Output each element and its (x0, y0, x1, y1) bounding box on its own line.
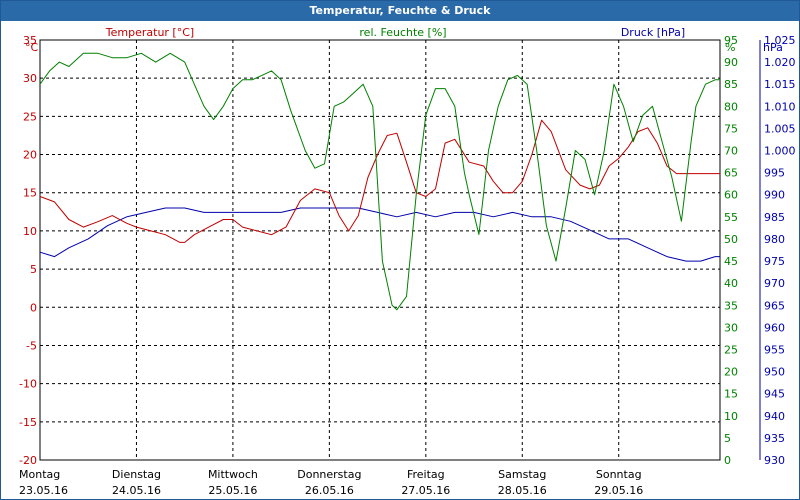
pressure-tick-label: 950 (764, 366, 785, 379)
pressure-tick-label: 970 (764, 277, 785, 290)
humidity-tick-label: 70 (724, 145, 738, 158)
humidity-tick-label: 10 (724, 410, 738, 423)
humidity-tick-label: 30 (724, 321, 738, 334)
temperature-tick-label: 25 (23, 110, 37, 123)
humidity-tick-label: 0 (724, 454, 731, 467)
pressure-tick-label: 1.010 (764, 100, 796, 113)
x-label-day: Sonntag (596, 468, 642, 481)
pressure-tick-label: 930 (764, 454, 785, 467)
x-axis-labels: Montag 23.05.16 Dienstag 24.05.16 Mittwoch 25… (19, 468, 643, 497)
x-label-day: Samstag (498, 468, 546, 481)
pressure-tick-label: 975 (764, 255, 785, 268)
pressure-tick-label: 960 (764, 321, 785, 334)
pressure-tick-label: 985 (764, 211, 785, 224)
humidity-tick-label: 20 (724, 366, 738, 379)
x-label-day: Donnerstag (297, 468, 361, 481)
humidity-tick-label: 80 (724, 100, 738, 113)
humidity-tick-label: 85 (724, 78, 738, 91)
pressure-tick-label: 1.025 (764, 34, 796, 47)
temperature-tick-label: 5 (30, 263, 37, 276)
series-lines (39, 52, 720, 311)
x-label-date: 28.05.16 (498, 484, 547, 497)
temperature-tick-label: -20 (19, 454, 37, 467)
pressure-tick-label: 990 (764, 189, 785, 202)
pressure-tick-label: 1.000 (764, 145, 796, 158)
plot-frame (39, 39, 721, 461)
temperature-tick-label: -15 (19, 416, 37, 429)
humidity-tick-label: 60 (724, 189, 738, 202)
pressure-tick-label: 945 (764, 388, 785, 401)
humidity-tick-label: 75 (724, 122, 738, 135)
humidity-tick-label: 50 (724, 233, 738, 246)
humidity-unit: % (725, 41, 735, 54)
temperature-tick-label: 20 (23, 149, 37, 162)
humidity-tick-label: 90 (724, 56, 738, 69)
humidity-tick-label: 25 (724, 343, 738, 356)
axis-labels: Temperatur [°C] rel. Feuchte [%] Druck [… (25, 26, 783, 54)
pressure-tick-label: 1.005 (764, 122, 796, 135)
humidity-tick-label: 45 (724, 255, 738, 268)
x-label-date: 29.05.16 (594, 484, 643, 497)
pressure-tick-label: 955 (764, 343, 785, 356)
grid (39, 39, 721, 461)
humidity-series-line (39, 52, 720, 311)
pressure-tick-label: 965 (764, 299, 785, 312)
humidity-tick-label: 55 (724, 211, 738, 224)
x-label-date: 25.05.16 (208, 484, 257, 497)
temperature-tick-label: 0 (30, 301, 37, 314)
temperature-series-line (39, 119, 720, 243)
tick-labels: 35302520151050-5-10-15-20959085807570656… (19, 34, 795, 467)
humidity-axis-label: rel. Feuchte [%] (359, 26, 446, 39)
x-label-date: 26.05.16 (305, 484, 354, 497)
pressure-unit: hPa (763, 41, 783, 54)
pressure-tick-label: 935 (764, 432, 785, 445)
humidity-tick-label: 5 (724, 432, 731, 445)
pressure-series-line (39, 207, 720, 262)
humidity-tick-label: 40 (724, 277, 738, 290)
temperature-tick-label: 35 (23, 34, 37, 47)
pressure-tick-label: 995 (764, 167, 785, 180)
temperature-tick-label: -5 (26, 339, 37, 352)
temperature-tick-label: 15 (23, 187, 37, 200)
humidity-tick-label: 95 (724, 34, 738, 47)
temperature-unit: °C (25, 41, 39, 54)
chart-title: Temperatur, Feuchte & Druck (1, 1, 799, 21)
humidity-tick-label: 35 (724, 299, 738, 312)
temperature-tick-label: -10 (19, 378, 37, 391)
x-label-day: Montag (19, 468, 60, 481)
pressure-tick-label: 1.020 (764, 56, 796, 69)
temperature-tick-label: 30 (23, 72, 37, 85)
temperature-tick-label: 10 (23, 225, 37, 238)
pressure-axis-label: Druck [hPa] (621, 26, 685, 39)
x-label-date: 24.05.16 (112, 484, 161, 497)
x-label-day: Mittwoch (208, 468, 258, 481)
pressure-tick-label: 940 (764, 410, 785, 423)
x-label-day: Freitag (407, 468, 445, 481)
x-label-day: Dienstag (112, 468, 161, 481)
pressure-tick-label: 980 (764, 233, 785, 246)
x-label-date: 23.05.16 (19, 484, 68, 497)
x-label-date: 27.05.16 (401, 484, 450, 497)
temperature-axis-label: Temperatur [°C] (105, 26, 194, 39)
humidity-tick-label: 65 (724, 167, 738, 180)
pressure-tick-label: 1.015 (764, 78, 796, 91)
humidity-tick-label: 15 (724, 388, 738, 401)
